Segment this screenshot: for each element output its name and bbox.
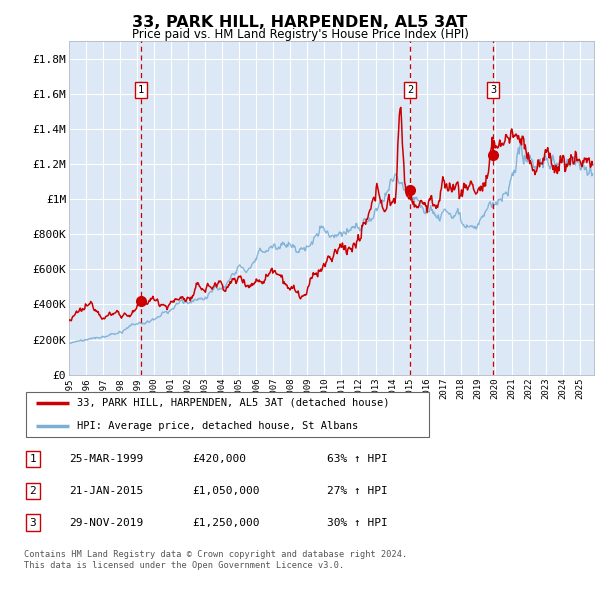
Text: £1,250,000: £1,250,000 <box>192 518 260 527</box>
Text: 33, PARK HILL, HARPENDEN, AL5 3AT: 33, PARK HILL, HARPENDEN, AL5 3AT <box>133 15 467 30</box>
Text: 29-NOV-2019: 29-NOV-2019 <box>69 518 143 527</box>
Text: HPI: Average price, detached house, St Albans: HPI: Average price, detached house, St A… <box>77 421 358 431</box>
Text: £1,050,000: £1,050,000 <box>192 486 260 496</box>
Text: 27% ↑ HPI: 27% ↑ HPI <box>327 486 388 496</box>
Text: Contains HM Land Registry data © Crown copyright and database right 2024.: Contains HM Land Registry data © Crown c… <box>24 550 407 559</box>
Text: 1: 1 <box>138 84 144 94</box>
Text: This data is licensed under the Open Government Licence v3.0.: This data is licensed under the Open Gov… <box>24 561 344 570</box>
Text: 25-MAR-1999: 25-MAR-1999 <box>69 454 143 464</box>
Text: 21-JAN-2015: 21-JAN-2015 <box>69 486 143 496</box>
Text: 30% ↑ HPI: 30% ↑ HPI <box>327 518 388 527</box>
Text: Price paid vs. HM Land Registry's House Price Index (HPI): Price paid vs. HM Land Registry's House … <box>131 28 469 41</box>
Text: 3: 3 <box>29 518 37 527</box>
Text: 3: 3 <box>490 84 496 94</box>
FancyBboxPatch shape <box>26 392 429 437</box>
Text: 2: 2 <box>29 486 37 496</box>
Text: £420,000: £420,000 <box>192 454 246 464</box>
Text: 63% ↑ HPI: 63% ↑ HPI <box>327 454 388 464</box>
Text: 33, PARK HILL, HARPENDEN, AL5 3AT (detached house): 33, PARK HILL, HARPENDEN, AL5 3AT (detac… <box>77 398 389 408</box>
Text: 2: 2 <box>407 84 413 94</box>
Text: 1: 1 <box>29 454 37 464</box>
